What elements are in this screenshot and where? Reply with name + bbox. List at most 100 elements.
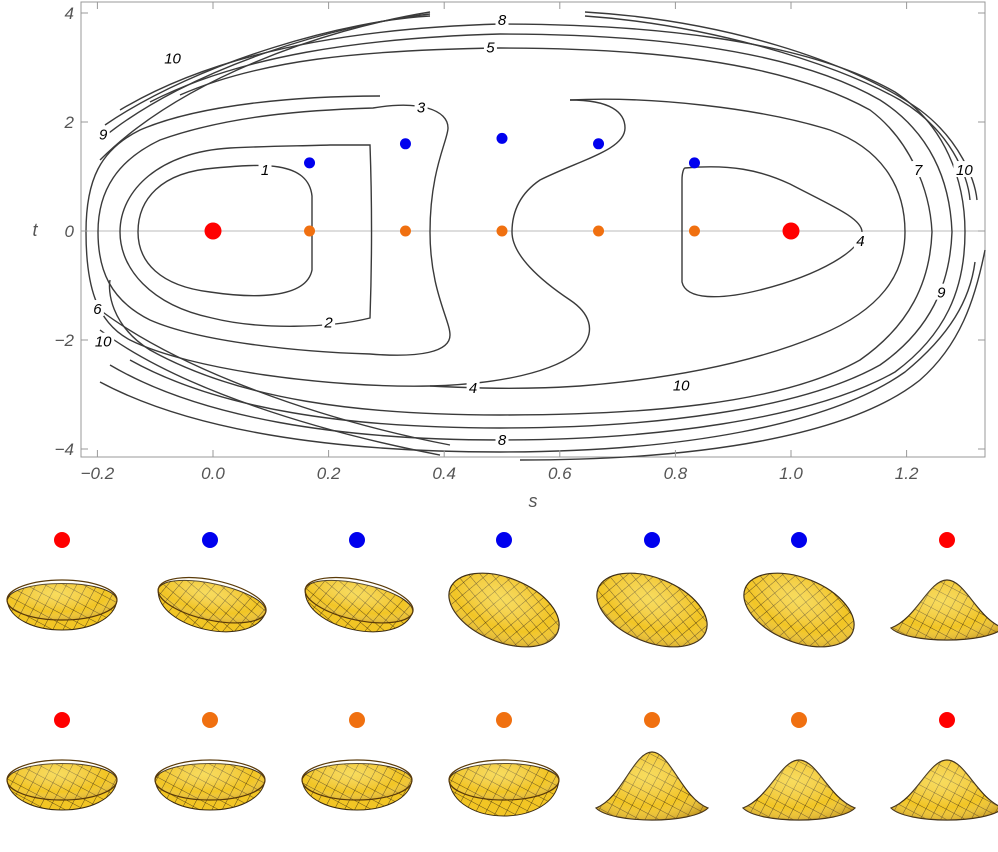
- contour-line: [519, 249, 986, 461]
- x-tick-label: 0.8: [664, 464, 688, 483]
- data-points: [204, 132, 800, 240]
- contour-line: [99, 11, 431, 161]
- contour-line: [99, 261, 976, 453]
- contour-label: 6: [93, 301, 102, 318]
- surface-plot: [6, 759, 118, 811]
- surface-plot: [889, 579, 998, 641]
- surface-indicator-dot: [349, 532, 365, 548]
- surface-indicator-dot: [202, 712, 218, 728]
- y-tick-label: −4: [55, 440, 74, 459]
- surface-indicator-dot: [349, 712, 365, 728]
- surface-plot: [448, 572, 560, 648]
- contour-label-bg: [90, 300, 104, 317]
- contour-line: [129, 33, 953, 429]
- data-point: [496, 132, 508, 144]
- data-point: [204, 222, 222, 240]
- contour-label: 10: [956, 162, 973, 179]
- contour-label-bg: [258, 161, 272, 178]
- surface-rim: [6, 759, 118, 801]
- surface-shading: [596, 573, 708, 647]
- contour-line: [681, 166, 863, 298]
- contour-label: 5: [486, 39, 495, 56]
- surface-rim: [6, 579, 118, 621]
- contour-line: [429, 98, 906, 389]
- contour-label: 10: [95, 334, 112, 351]
- contour-label-bg: [96, 125, 110, 142]
- surface-rim: [304, 576, 414, 624]
- surface-shading: [891, 580, 998, 640]
- x-tick-label: 0.0: [201, 464, 225, 483]
- surface-shading: [891, 760, 998, 820]
- contour-line: [99, 309, 451, 446]
- contour-label: 8: [498, 12, 507, 29]
- surface-indicator-dot: [644, 712, 660, 728]
- contour-line: [85, 95, 626, 387]
- data-point: [399, 138, 411, 150]
- tick-labels: −0.2 0.0 0.2 0.4 0.6 0.8 1.0 1.2 4 2 0 −2 −4: [55, 4, 919, 483]
- y-tick-label: −2: [55, 331, 75, 350]
- contour-label: 4: [469, 380, 477, 397]
- x-tick-label: 0.2: [317, 464, 341, 483]
- x-tick-label: 0.4: [432, 464, 456, 483]
- contour-label-bg: [466, 379, 480, 396]
- surface-plot: [596, 572, 708, 648]
- x-tick-label: −0.2: [81, 464, 115, 483]
- surface-shading: [743, 573, 855, 647]
- contour-label-bg: [92, 332, 115, 349]
- y-tick-label: 0: [65, 222, 75, 241]
- contour-label: 10: [673, 377, 690, 394]
- x-tick-label: 0.6: [548, 464, 572, 483]
- y-tick-label: 2: [64, 113, 75, 132]
- contour-line: [137, 164, 313, 297]
- data-point: [399, 225, 411, 237]
- contour-label-bg: [911, 161, 925, 178]
- data-point: [593, 138, 605, 150]
- contour-label: 8: [498, 432, 507, 449]
- surface-indicator-dot: [939, 532, 955, 548]
- surface-plot: [157, 576, 267, 633]
- contour-label-bg: [934, 283, 948, 300]
- contour-label-bg: [414, 98, 428, 115]
- surface-plot: [889, 759, 998, 821]
- surface-rim: [157, 576, 267, 624]
- surface-indicator-dot: [644, 532, 660, 548]
- contour-label-bg: [495, 11, 509, 28]
- surface-rim: [301, 759, 413, 801]
- contour-label: 9: [937, 285, 946, 302]
- surface-shading: [596, 752, 708, 820]
- contour-label-bg: [670, 376, 693, 393]
- surface-plot: [304, 576, 414, 633]
- contour-label-bg: [853, 231, 867, 248]
- x-tick-label: 1.2: [895, 464, 919, 483]
- plot-frame: [80, 1, 986, 458]
- x-axis-label: s: [529, 491, 538, 511]
- contour-label: 10: [164, 50, 181, 67]
- data-point: [304, 157, 316, 169]
- surface-plot: [741, 759, 857, 821]
- surface-rim: [448, 759, 560, 801]
- surface-shading: [448, 573, 560, 647]
- data-point: [688, 225, 700, 237]
- surface-shading: [743, 760, 855, 820]
- y-tick-label: 4: [65, 4, 74, 23]
- contour-label: 7: [914, 162, 923, 179]
- contour-label-bg: [953, 161, 976, 178]
- surface-panels: [6, 532, 998, 821]
- contour-line: [109, 23, 966, 441]
- contour-line: [97, 104, 451, 356]
- surface-plot: [301, 759, 413, 811]
- surface-plot: [594, 751, 710, 821]
- tick-marks: [81, 2, 985, 457]
- surface-plot: [448, 759, 560, 817]
- surface-rim: [154, 759, 266, 801]
- surface-plot: [743, 572, 855, 648]
- contour-line: [99, 329, 441, 456]
- surface-indicator-dot: [202, 532, 218, 548]
- surface-indicator-dot: [54, 532, 70, 548]
- contour-label-bg: [483, 38, 497, 55]
- data-point: [304, 225, 316, 237]
- surface-plot: [6, 579, 118, 631]
